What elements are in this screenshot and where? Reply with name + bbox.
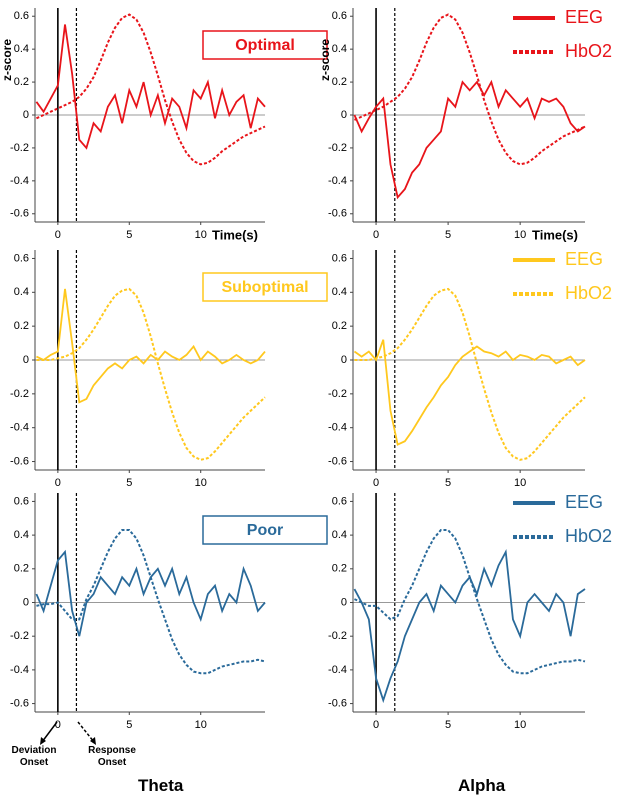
y-tick-label: 0.4 <box>332 286 347 298</box>
y-tick-label: 0.6 <box>14 495 29 507</box>
x-tick-label: 5 <box>126 229 132 241</box>
x-tick-label: 10 <box>514 229 526 241</box>
title-box <box>202 272 328 302</box>
y-axis-label: z-score <box>318 39 332 81</box>
x-tick-label: 10 <box>195 719 207 731</box>
y-tick-label: 0 <box>23 596 29 608</box>
y-tick-label: -0.6 <box>328 697 347 709</box>
y-tick-label: 0.6 <box>332 10 347 22</box>
line-series <box>354 529 586 675</box>
y-tick-label: -0.4 <box>328 175 347 187</box>
y-tick-label: 0.2 <box>332 76 347 88</box>
x-tick-label: 0 <box>55 719 61 731</box>
x-tick-label: 0 <box>373 229 379 241</box>
line-series <box>36 529 266 675</box>
annotation: Response Onset <box>88 745 136 768</box>
y-tick-label: -0.4 <box>328 664 347 676</box>
line-series <box>36 288 266 404</box>
y-tick-label: 0.2 <box>14 320 29 332</box>
y-tick-label: 0 <box>23 354 29 366</box>
legend-label: EEG <box>565 492 603 512</box>
y-tick-label: -0.4 <box>10 664 29 676</box>
y-tick-label: -0.4 <box>328 422 347 434</box>
x-tick-label: 10 <box>514 477 526 489</box>
line-series <box>36 13 266 166</box>
line-series <box>353 548 586 704</box>
x-axis-label: Time(s) <box>212 227 258 242</box>
title-box <box>202 30 328 60</box>
y-tick-label: -0.2 <box>10 630 29 642</box>
y-tick-label: 0.4 <box>332 529 347 541</box>
x-tick-label: 0 <box>55 229 61 241</box>
legend-label: HbO2 <box>565 526 612 546</box>
x-tick-label: 10 <box>195 229 207 241</box>
title-box <box>202 515 328 545</box>
line-series <box>36 287 266 461</box>
x-tick-label: 10 <box>195 477 207 489</box>
y-tick-label: -0.6 <box>328 455 347 467</box>
y-tick-label: 0.4 <box>332 43 347 55</box>
y-tick-label: -0.2 <box>328 142 347 154</box>
y-tick-label: -0.6 <box>10 697 29 709</box>
legend-label: EEG <box>565 249 603 269</box>
x-tick-label: 0 <box>373 477 379 489</box>
x-axis-label: Time(s) <box>532 227 578 242</box>
y-tick-label: -0.2 <box>328 630 347 642</box>
column-label: Alpha <box>458 776 506 795</box>
x-tick-label: 5 <box>126 719 132 731</box>
line-series <box>353 79 586 200</box>
chart-title: Optimal <box>235 37 295 54</box>
x-tick-label: 0 <box>55 477 61 489</box>
y-tick-label: -0.6 <box>10 208 29 220</box>
line-series <box>354 287 586 461</box>
legend-label: HbO2 <box>565 41 612 61</box>
chart-title: Poor <box>247 522 283 539</box>
y-tick-label: 0.2 <box>14 76 29 88</box>
y-tick-label: 0 <box>341 109 347 121</box>
y-tick-label: 0 <box>341 596 347 608</box>
y-tick-label: 0 <box>341 354 347 366</box>
y-tick-label: -0.2 <box>328 388 347 400</box>
y-axis-label: z-score <box>0 39 14 81</box>
annotation: Deviation Onset <box>11 745 57 768</box>
y-tick-label: -0.6 <box>10 455 29 467</box>
legend-label: HbO2 <box>565 283 612 303</box>
y-tick-label: -0.4 <box>10 175 29 187</box>
y-tick-label: -0.4 <box>10 422 29 434</box>
y-tick-label: 0.6 <box>14 252 29 264</box>
y-tick-label: 0.6 <box>332 252 347 264</box>
y-tick-label: 0.4 <box>14 529 29 541</box>
arrow <box>41 721 58 743</box>
y-tick-label: 0.2 <box>332 563 347 575</box>
y-tick-label: 0.2 <box>332 320 347 332</box>
arrowhead <box>40 737 46 745</box>
column-label: Theta <box>138 776 184 795</box>
y-tick-label: -0.6 <box>328 208 347 220</box>
chart-title: Suboptimal <box>221 279 308 296</box>
y-tick-label: 0.6 <box>332 495 347 507</box>
y-tick-label: -0.2 <box>10 388 29 400</box>
line-series <box>35 549 266 637</box>
line-series <box>353 339 586 446</box>
x-tick-label: 5 <box>445 719 451 731</box>
y-tick-label: -0.2 <box>10 142 29 154</box>
arrowhead <box>90 737 96 745</box>
x-tick-label: 0 <box>373 719 379 731</box>
legend-label: EEG <box>565 7 603 27</box>
line-series <box>354 13 586 166</box>
x-tick-label: 5 <box>445 229 451 241</box>
x-tick-label: 5 <box>445 477 451 489</box>
x-tick-label: 10 <box>514 719 526 731</box>
line-series <box>35 24 266 150</box>
y-tick-label: 0 <box>23 109 29 121</box>
y-tick-label: 0.2 <box>14 563 29 575</box>
x-tick-label: 5 <box>126 477 132 489</box>
y-tick-label: 0.4 <box>14 286 29 298</box>
y-tick-label: 0.6 <box>14 10 29 22</box>
y-tick-label: 0.4 <box>14 43 29 55</box>
arrow <box>77 721 95 743</box>
